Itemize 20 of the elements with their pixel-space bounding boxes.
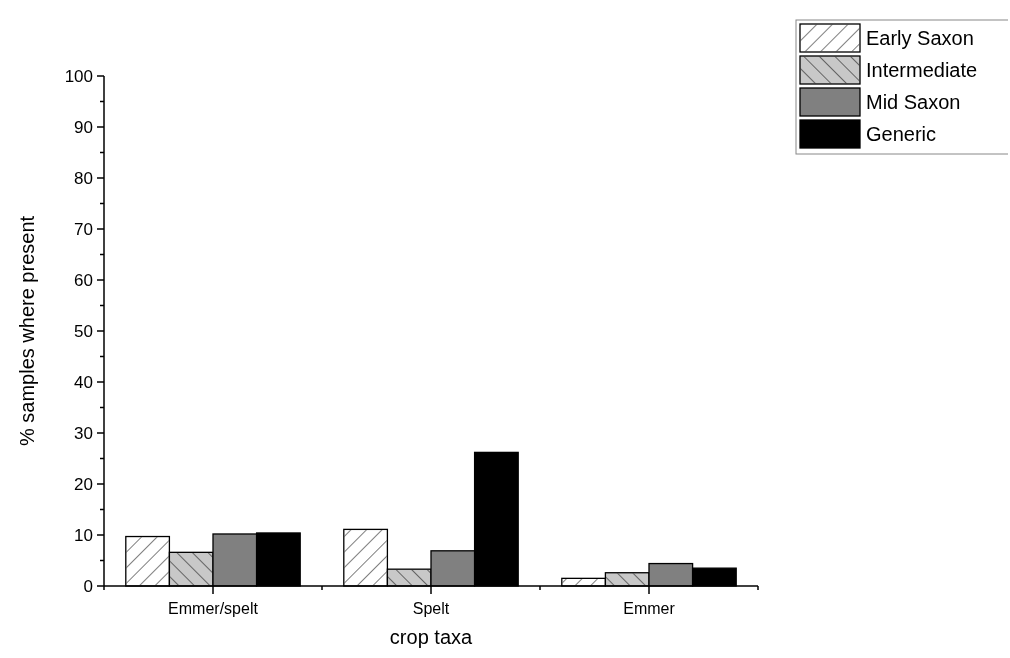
y-tick-label: 60 xyxy=(74,270,93,290)
y-tick-label: 0 xyxy=(83,576,93,596)
y-tick-label: 80 xyxy=(74,168,93,188)
x-axis-title: crop taxa xyxy=(389,626,474,648)
legend-label: Mid Saxon xyxy=(866,91,961,113)
legend-label: Intermediate xyxy=(866,59,978,81)
x-tick-label: Emmer/spelt xyxy=(168,600,259,617)
y-tick-label: 70 xyxy=(74,219,93,239)
y-tick-label: 10 xyxy=(74,525,93,545)
y-tick-label: 30 xyxy=(74,423,93,443)
y-tick-label: 90 xyxy=(74,117,93,137)
x-tick-label: Spelt xyxy=(412,600,450,617)
y-axis-title: % samples where present xyxy=(16,215,38,447)
y-tick-label: 50 xyxy=(74,321,93,341)
y-tick-label: 20 xyxy=(74,474,93,494)
y-tick-label: 40 xyxy=(74,372,93,392)
x-tick-label: Emmer xyxy=(623,600,676,617)
legend-label: Generic xyxy=(866,123,937,145)
y-tick-label: 100 xyxy=(64,66,93,86)
legend-label: Early Saxon xyxy=(866,27,974,49)
